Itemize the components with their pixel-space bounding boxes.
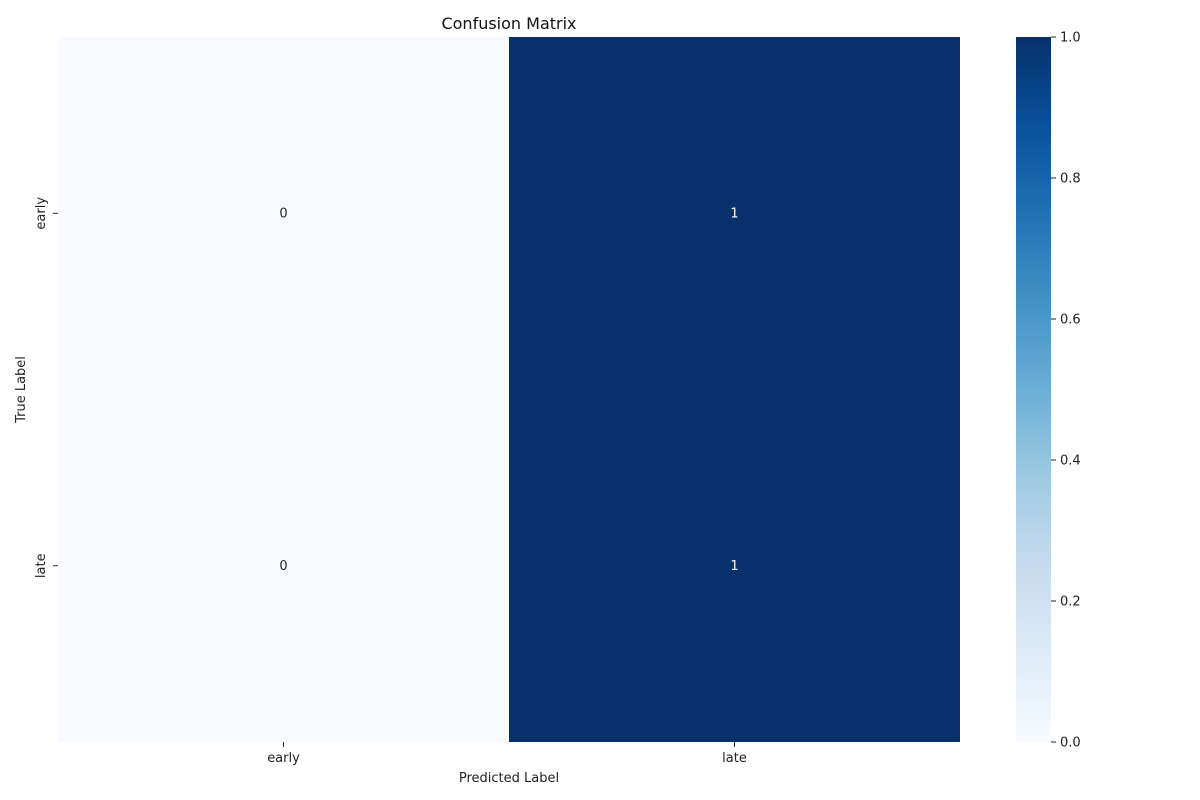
cell-value-label: 1 <box>730 559 738 574</box>
colorbar-tick-label: 0.6 <box>1060 313 1081 328</box>
x-tick-label: late <box>722 751 747 766</box>
heatmap-cell <box>509 389 960 742</box>
y-axis-title: True Label <box>14 356 29 424</box>
heatmap-cells <box>58 37 960 742</box>
heatmap-cell <box>509 37 960 390</box>
colorbar-tick-label: 0.2 <box>1060 595 1081 610</box>
y-tick-label: early <box>34 197 49 230</box>
colorbar-tick-label: 0.4 <box>1060 454 1081 469</box>
colorbar <box>1016 37 1051 742</box>
heatmap-cell <box>58 37 509 390</box>
colorbar-tick-label: 1.0 <box>1060 31 1081 46</box>
chart-title: Confusion Matrix <box>441 14 576 33</box>
y-axis-ticks: early late <box>34 197 58 578</box>
heatmap-cell-labels: 0 1 0 1 <box>279 206 738 574</box>
heatmap-cell <box>58 389 509 742</box>
cell-value-label: 0 <box>279 559 287 574</box>
colorbar-tick-label: 0.0 <box>1060 736 1081 751</box>
x-axis-title: Predicted Label <box>459 771 559 786</box>
colorbar-ticks: 0.0 0.2 0.4 0.6 0.8 1.0 <box>1051 31 1081 751</box>
x-tick-label: early <box>267 751 300 766</box>
y-tick-label: late <box>34 553 49 578</box>
cell-value-label: 1 <box>730 206 738 221</box>
cell-value-label: 0 <box>279 206 287 221</box>
x-axis-ticks: early late <box>267 742 747 766</box>
colorbar-tick-label: 0.8 <box>1060 172 1081 187</box>
